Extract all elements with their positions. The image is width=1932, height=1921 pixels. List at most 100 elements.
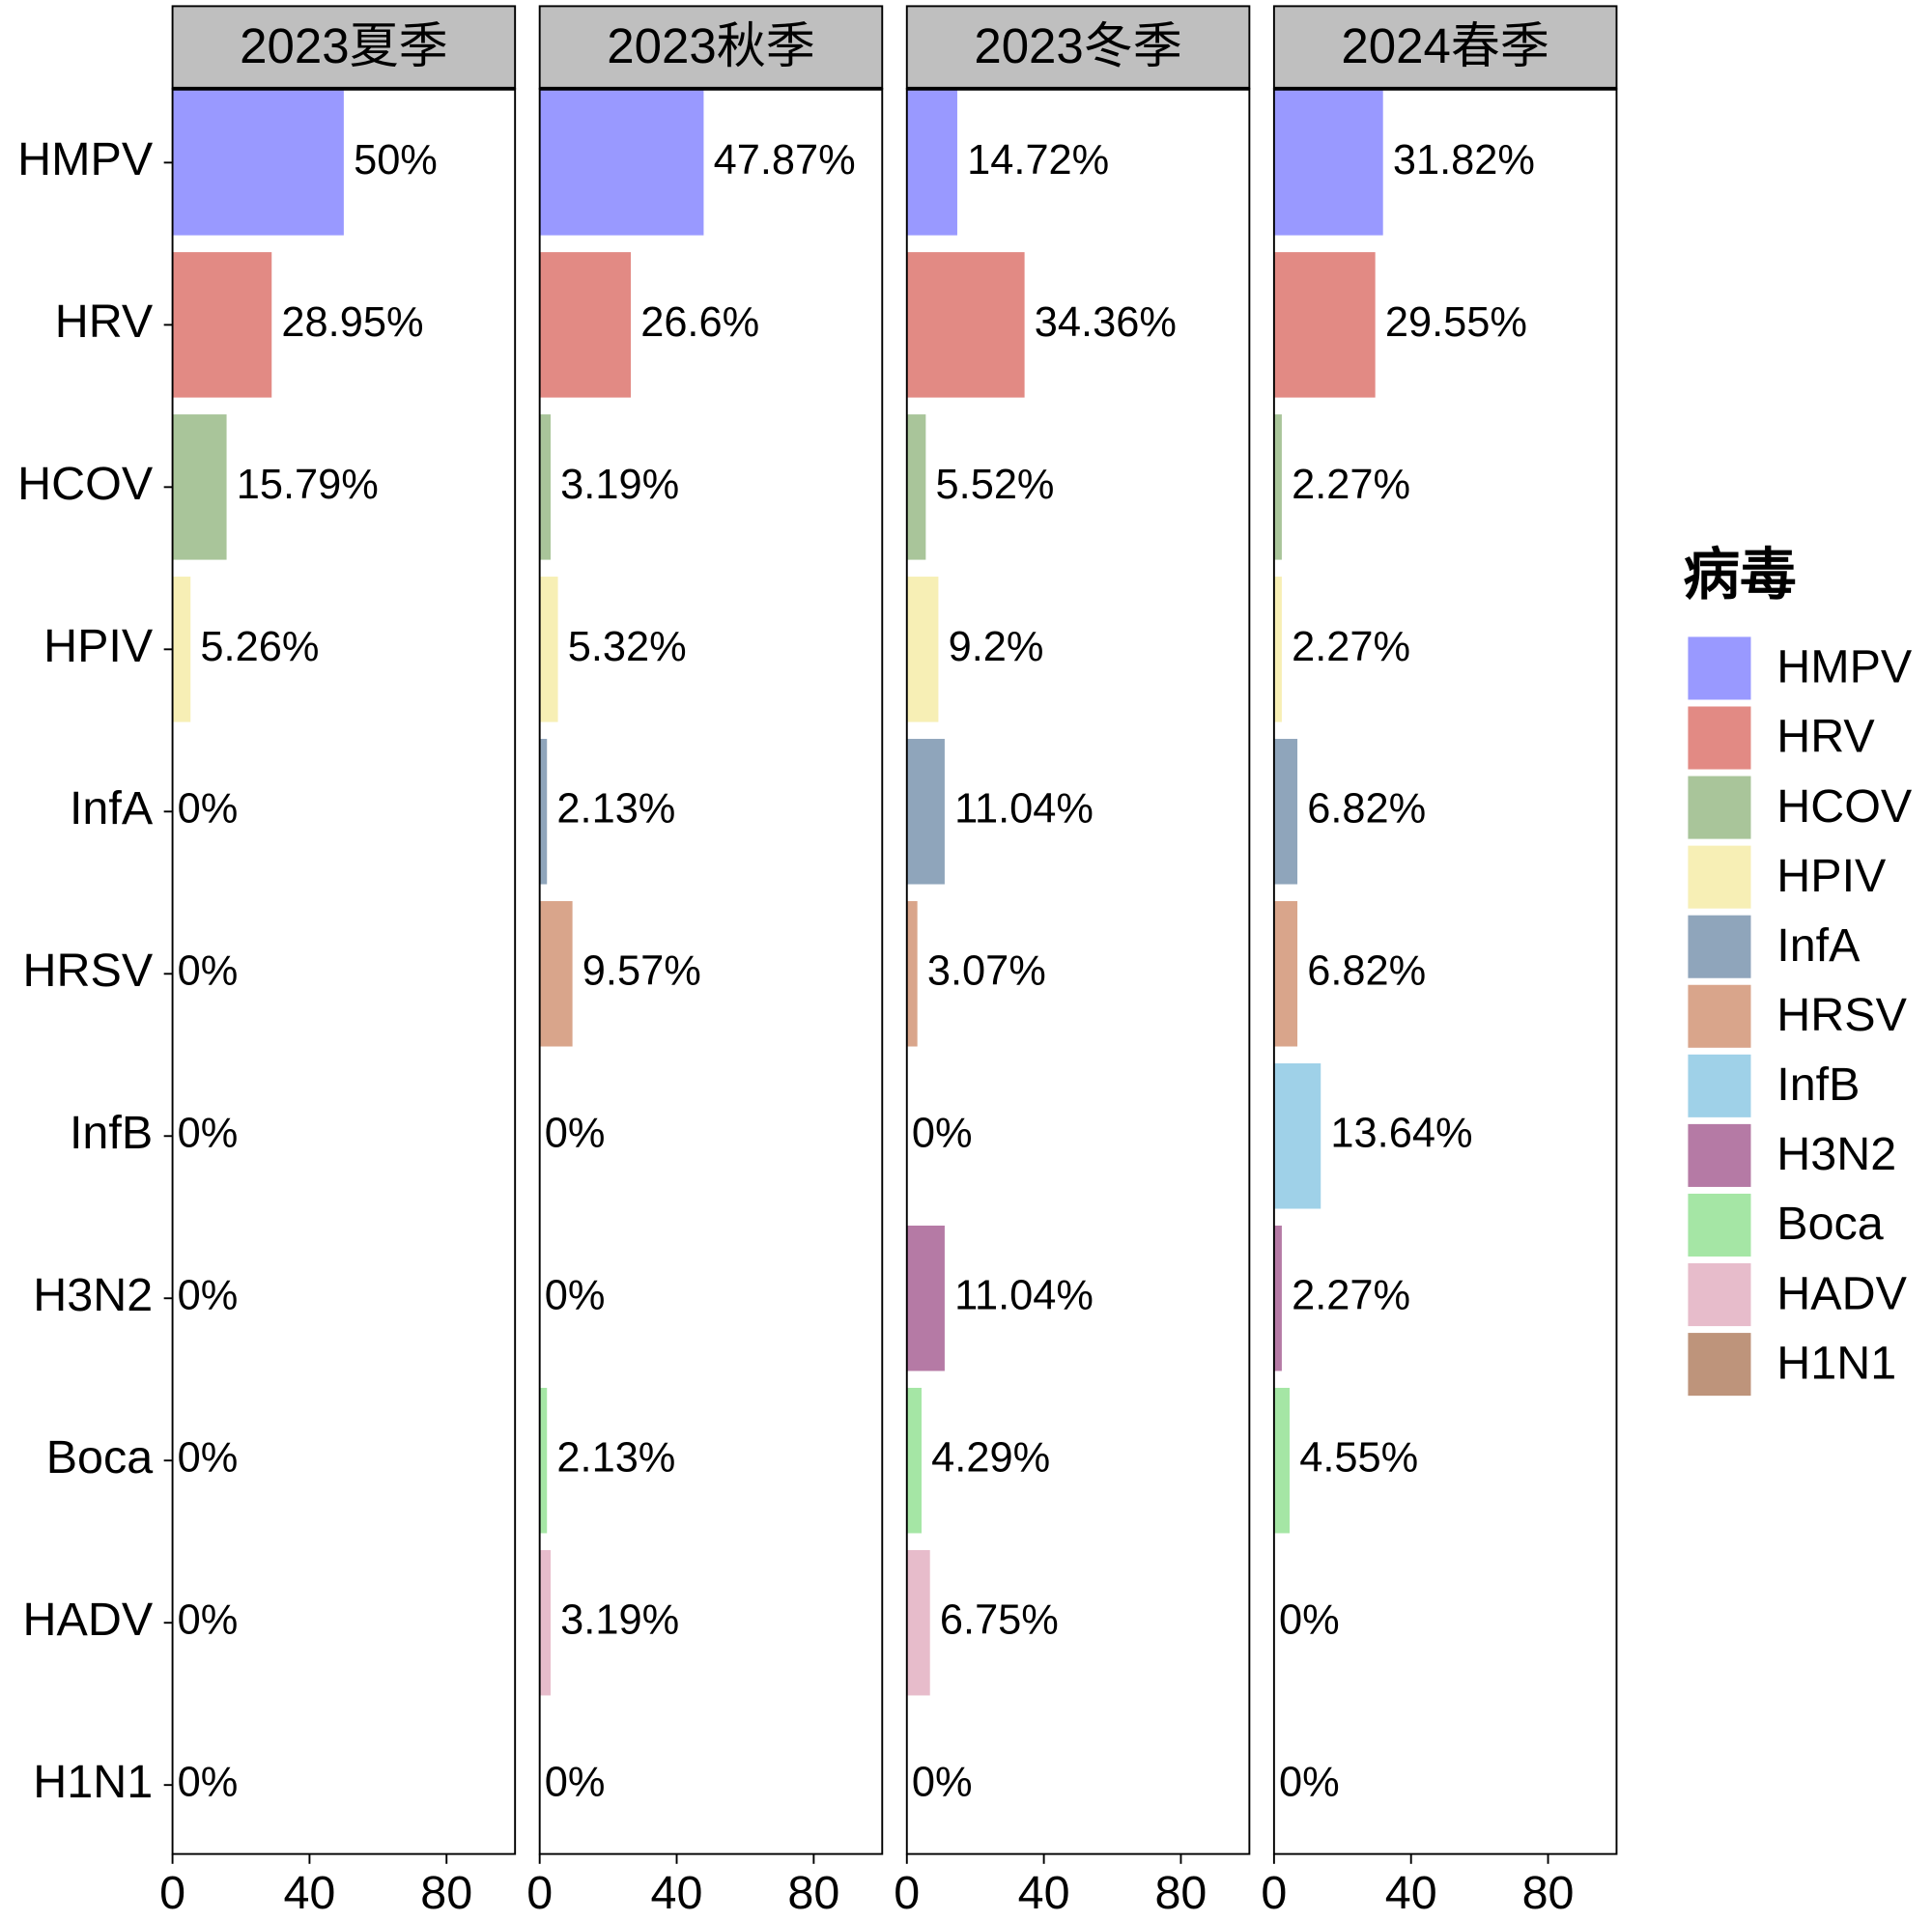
value-label: 2.27% [1292, 1273, 1410, 1319]
x-tick-label: 0 [1261, 1867, 1287, 1919]
legend-label: H1N1 [1776, 1337, 1896, 1389]
bar [1273, 577, 1282, 722]
facet-title: 2023冬季 [974, 18, 1181, 73]
value-label: 31.82% [1393, 137, 1535, 184]
value-label: 50% [354, 137, 438, 184]
value-label: 0% [545, 1273, 606, 1319]
bar [906, 1225, 945, 1371]
strip [538, 5, 884, 90]
legend-label: HCOV [1776, 780, 1913, 833]
bar [539, 252, 632, 398]
legend-key [1688, 1333, 1751, 1397]
legend-key [1688, 915, 1751, 978]
legend-label: HPIV [1776, 850, 1887, 902]
value-label: 14.72% [967, 137, 1109, 184]
bar [172, 414, 227, 560]
value-label: 0% [178, 1435, 239, 1482]
legend-label: HRV [1776, 711, 1875, 763]
bar [1273, 901, 1298, 1047]
bar [1273, 252, 1376, 398]
bar [906, 252, 1025, 398]
value-label: 28.95% [281, 299, 423, 346]
value-label: 2.13% [556, 1435, 675, 1482]
x-tick-label: 0 [159, 1867, 185, 1919]
bar [539, 90, 704, 236]
y-tick-label: HRV [55, 296, 154, 348]
y-tick-label: InfA [70, 782, 154, 834]
value-label: 9.2% [949, 624, 1044, 670]
y-tick-label: InfB [70, 1107, 153, 1159]
bar [1273, 90, 1383, 236]
x-tick-label: 80 [1154, 1867, 1207, 1919]
value-label: 0% [912, 1760, 973, 1806]
value-label: 15.79% [237, 462, 379, 508]
value-label: 0% [178, 1760, 239, 1806]
value-label: 0% [178, 1111, 239, 1157]
value-label: 0% [178, 948, 239, 995]
x-tick-label: 40 [1385, 1867, 1437, 1919]
value-label: 3.07% [927, 948, 1046, 995]
legend-key [1688, 984, 1751, 1048]
bar [906, 739, 945, 885]
y-tick-label: HRSV [23, 945, 154, 997]
value-label: 26.6% [640, 299, 759, 346]
x-tick-label: 80 [787, 1867, 839, 1919]
value-label: 34.36% [1035, 299, 1177, 346]
value-label: 6.82% [1307, 786, 1426, 833]
value-label: 11.04% [954, 1273, 1094, 1319]
value-label: 9.57% [582, 948, 701, 995]
y-tick-label: H1N1 [33, 1756, 153, 1808]
bar [539, 414, 551, 560]
y-tick-label: Boca [46, 1431, 153, 1483]
legend-key [1688, 1193, 1751, 1257]
y-tick-label: H3N2 [33, 1269, 153, 1321]
bar [906, 577, 939, 722]
bar [906, 1549, 930, 1696]
value-label: 0% [1279, 1760, 1340, 1806]
y-tick-label: HADV [23, 1594, 154, 1646]
bar [906, 414, 926, 560]
bar [539, 739, 548, 885]
value-label: 2.27% [1292, 462, 1410, 508]
legend-key [1688, 845, 1751, 909]
x-tick-label: 0 [526, 1867, 553, 1919]
legend-label: H3N2 [1776, 1128, 1896, 1180]
value-label: 29.55% [1385, 299, 1527, 346]
value-label: 0% [178, 1273, 239, 1319]
value-label: 6.75% [940, 1597, 1059, 1644]
value-label: 6.82% [1307, 948, 1426, 995]
value-label: 0% [178, 1597, 239, 1644]
facet-title: 2023夏季 [240, 18, 447, 73]
bar [172, 90, 344, 236]
value-label: 47.87% [714, 137, 856, 184]
value-label: 4.55% [1299, 1435, 1418, 1482]
legend-label: InfB [1776, 1059, 1860, 1111]
value-label: 3.19% [560, 1597, 679, 1644]
value-label: 0% [545, 1760, 606, 1806]
bar [1273, 1225, 1282, 1371]
legend-label: HRSV [1776, 989, 1907, 1041]
value-label: 11.04% [954, 786, 1094, 833]
value-label: 13.64% [1330, 1111, 1472, 1157]
y-tick-label: HMPV [17, 133, 154, 185]
bar [539, 577, 558, 722]
legend-label: HADV [1776, 1267, 1907, 1319]
bar [1273, 739, 1298, 885]
bar [1273, 414, 1282, 560]
x-tick-label: 80 [420, 1867, 472, 1919]
value-label: 0% [1279, 1597, 1340, 1644]
value-label: 5.52% [936, 462, 1055, 508]
bar [906, 1387, 922, 1534]
strip [1272, 5, 1618, 90]
legend-key [1688, 1054, 1751, 1117]
x-tick-label: 80 [1522, 1867, 1575, 1919]
legend-title: 病毒 [1683, 544, 1796, 607]
y-tick-label: HPIV [43, 620, 154, 672]
bar [172, 252, 272, 398]
bar [906, 90, 957, 236]
legend-key [1688, 776, 1751, 839]
legend-label: HMPV [1776, 641, 1913, 693]
legend-key [1688, 706, 1751, 770]
